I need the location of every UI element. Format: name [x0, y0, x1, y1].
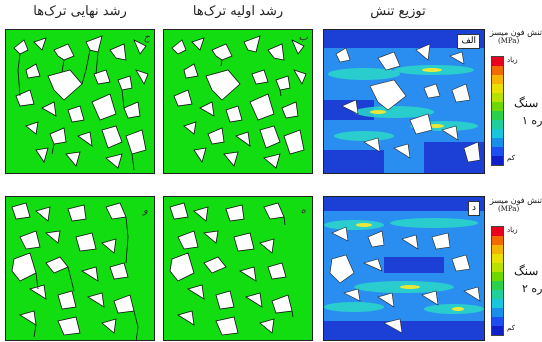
legend-row2: تنش فون میسز (MPa) زیاد کم: [488, 196, 542, 342]
legend-row1: تنش فون میسز (MPa) زیاد کم: [488, 28, 542, 174]
color-swatch: [492, 66, 503, 75]
legend-title-row2: تنش فون میسز: [489, 196, 542, 205]
color-swatch: [492, 236, 503, 245]
color-swatch: [492, 138, 503, 147]
panel-label-initial-row1: ب: [298, 32, 308, 43]
panel-initial-growth-row2: ه: [163, 196, 313, 341]
panel-label-final-row2: و: [143, 205, 148, 216]
panel-label-stress-row2: د: [467, 201, 480, 216]
legend-low-row1: کم: [507, 154, 515, 162]
color-swatch: [492, 290, 503, 299]
color-swatch: [492, 254, 503, 263]
color-swatch: [492, 156, 503, 165]
row1-rock-label: سنگ: [514, 96, 539, 110]
color-swatch: [492, 120, 503, 129]
stress-field-row1: [324, 30, 484, 173]
color-swatch: [492, 263, 503, 272]
color-swatch: [492, 308, 503, 317]
color-swatch: [492, 102, 503, 111]
panel-final-growth-row2: و: [5, 196, 155, 341]
color-swatch: [492, 129, 503, 138]
color-swatch: [492, 227, 503, 236]
legend-unit-row2: (MPa): [498, 205, 520, 213]
color-swatch: [492, 299, 503, 308]
color-swatch: [492, 326, 503, 335]
panel-label-final-row1: ج: [143, 32, 150, 43]
legend-unit-row1: (MPa): [498, 37, 520, 45]
panel-stress-row1: الف: [323, 29, 485, 174]
color-swatch: [492, 111, 503, 120]
panel-label-initial-row2: ه: [300, 205, 306, 216]
color-scale-row2: [491, 226, 504, 336]
row1-rock-number: ره ۱: [522, 114, 542, 127]
column-title-stress-distribution: توزیع تنش: [370, 4, 426, 19]
legend-low-row2: کم: [507, 324, 515, 332]
legend-title-row1: تنش فون میسز: [489, 28, 542, 37]
column-title-final-growth: رشد نهایی ترک‌ها: [33, 4, 127, 19]
panel-label-stress-row1: الف: [457, 34, 480, 49]
legend-high-row1: زیاد: [507, 56, 518, 64]
color-swatch: [492, 147, 503, 156]
color-swatch: [492, 57, 503, 66]
color-swatch: [492, 75, 503, 84]
pores-cracks-final-row1: [13, 35, 149, 171]
color-swatch: [492, 84, 503, 93]
pores-cracks-initial-row1: [171, 35, 307, 169]
legend-high-row2: زیاد: [507, 226, 518, 234]
pores-cracks-initial-row2: [169, 202, 294, 336]
color-swatch: [492, 93, 503, 102]
color-swatch: [492, 317, 503, 326]
color-swatch: [492, 245, 503, 254]
color-swatch: [492, 281, 503, 290]
row2-rock-number: ره ۲: [522, 282, 542, 295]
column-title-initial-growth: رشد اولیه ترک‌ها: [192, 4, 284, 19]
color-scale-row1: [491, 56, 504, 166]
color-swatch: [492, 272, 503, 281]
pores-cracks-final-row2: [11, 202, 139, 340]
panel-initial-growth-row1: ب: [163, 29, 313, 174]
panel-final-growth-row1: ج: [5, 29, 155, 174]
row2-rock-label: سنگ: [514, 264, 539, 278]
panel-stress-row2: د: [323, 196, 485, 341]
stress-field-row2: [324, 197, 484, 340]
